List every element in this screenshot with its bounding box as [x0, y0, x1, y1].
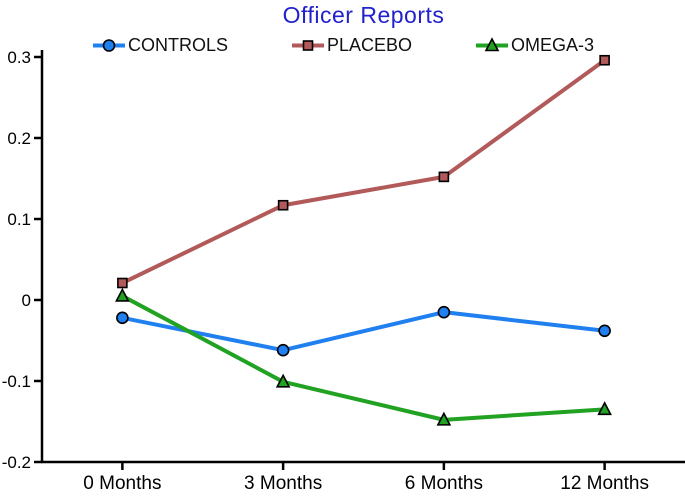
x-tick-label: 12 Months — [560, 473, 649, 494]
circle-marker-icon — [92, 39, 125, 52]
x-tick-label: 0 Months — [83, 473, 161, 494]
y-tick-label: 0.1 — [7, 210, 31, 229]
legend-item-controls: CONTROLS — [91, 35, 228, 56]
y-tick-label: 0 — [22, 291, 31, 310]
series-line-controls — [120, 310, 607, 353]
legend: CONTROLS PLACEBO OMEGA-3 — [0, 35, 685, 56]
series-line-omega3 — [120, 293, 607, 422]
y-tick-label: -0.2 — [2, 453, 31, 472]
chart-title: Officer Reports — [282, 2, 445, 28]
series-line-placebo — [120, 58, 607, 285]
triangle-marker-icon — [476, 37, 509, 52]
legend-label: PLACEBO — [326, 35, 413, 55]
legend-item-placebo: PLACEBO — [290, 35, 412, 56]
legend-item-omega3: OMEGA-3 — [474, 35, 594, 56]
x-tick-label: 3 Months — [244, 473, 322, 494]
y-tick-label: 0.3 — [7, 48, 31, 67]
legend-label: CONTROLS — [127, 35, 228, 55]
y-tick-label: 0.2 — [7, 129, 31, 148]
square-marker-icon — [291, 40, 324, 51]
y-tick-label: -0.1 — [2, 372, 31, 391]
legend-label: OMEGA-3 — [511, 35, 595, 55]
x-tick-label: 6 Months — [405, 473, 483, 494]
